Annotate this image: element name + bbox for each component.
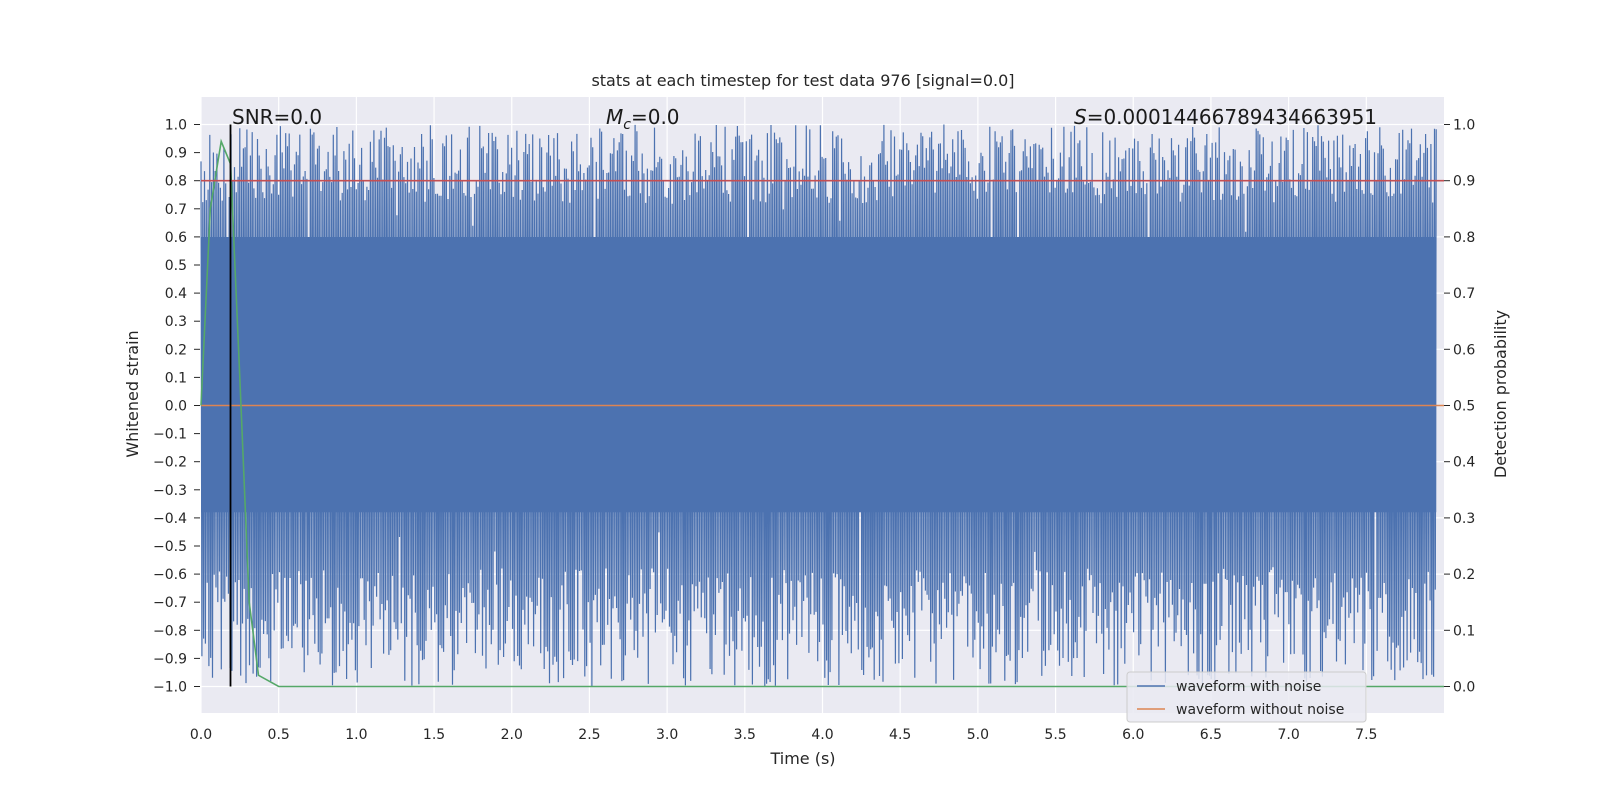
y-tick-label: −0.7 <box>153 595 187 611</box>
y-tick-label: −0.8 <box>153 623 187 639</box>
legend-box <box>1126 671 1367 723</box>
x-tick-label: 3.0 <box>656 727 678 743</box>
noise-series <box>200 124 1437 687</box>
y-tick-label: 0.5 <box>165 258 187 274</box>
y2-tick-label: 0.5 <box>1453 399 1475 415</box>
y-tick-label: −0.1 <box>153 427 187 443</box>
y-tick-label: −0.3 <box>153 483 187 499</box>
mc-symbol: M <box>606 105 623 129</box>
x-tick-label: 4.0 <box>811 727 833 743</box>
y-tick-label: 0.2 <box>165 342 187 358</box>
y2-tick-label: 0.4 <box>1453 455 1475 471</box>
y-tick-label: 0.7 <box>165 202 187 218</box>
mc-subscript: c <box>623 117 631 133</box>
y-axis-label: Whitened strain <box>123 330 142 457</box>
y2-axis-label: Detection probability <box>1491 310 1510 478</box>
y-tick-label: 0.8 <box>165 174 187 190</box>
legend: waveform with noise waveform without noi… <box>1126 671 1367 723</box>
y2-tick-label: 0.6 <box>1453 342 1475 358</box>
x-tick-label: 6.5 <box>1200 727 1222 743</box>
s-symbol: S <box>1074 105 1087 129</box>
s-annotation: S=0.00014466789434663951 <box>1074 105 1377 129</box>
x-tick-label: 1.5 <box>423 727 445 743</box>
x-tick-label: 3.5 <box>734 727 756 743</box>
mc-annotation: Mc=0.0 <box>606 105 680 133</box>
noise-fill-band <box>201 236 1437 513</box>
x-tick-label: 1.0 <box>345 727 367 743</box>
x-tick-label: 5.0 <box>967 727 989 743</box>
y2-tick-label: 0.8 <box>1453 230 1475 246</box>
y2-tick-label: 0.2 <box>1453 567 1475 583</box>
y-tick-label: −0.4 <box>153 511 187 527</box>
y-tick-label: 0.0 <box>165 399 187 415</box>
y2-tick-label: 0.7 <box>1453 286 1475 302</box>
tick-labels: 0.0 0.5 1.0 1.5 2.0 2.5 3.0 3.5 4.0 4.5 5.0 5.5 6.0 6… <box>153 118 1475 744</box>
y-tick-label: 0.4 <box>165 286 187 302</box>
mc-value: =0.0 <box>631 105 680 129</box>
y2-tick-label: 1.0 <box>1453 118 1475 134</box>
snr-annotation: SNR=0.0 <box>232 105 322 129</box>
legend-label-noise: waveform with noise <box>1176 679 1321 695</box>
y-tick-label: 0.3 <box>165 314 187 330</box>
legend-label-clean: waveform without noise <box>1176 702 1344 718</box>
y-tick-label: 1.0 <box>165 118 187 134</box>
x-tick-label: 7.0 <box>1277 727 1299 743</box>
y-tick-label: −1.0 <box>153 680 187 696</box>
x-tick-label: 2.0 <box>501 727 523 743</box>
s-value: =0.00014466789434663951 <box>1087 105 1377 129</box>
x-tick-label: 0.0 <box>190 727 212 743</box>
series-detection-probability <box>200 138 1444 688</box>
y2-tick-label: 0.9 <box>1453 174 1475 190</box>
y-tick-label: −0.9 <box>153 651 187 667</box>
x-tick-label: 2.5 <box>578 727 600 743</box>
y-tick-label: 0.1 <box>165 370 187 386</box>
x-tick-label: 6.0 <box>1122 727 1144 743</box>
x-tick-label: 0.5 <box>268 727 290 743</box>
y-tick-label: 0.6 <box>165 230 187 246</box>
y2-tick-label: 0.3 <box>1453 511 1475 527</box>
line-series <box>200 124 1444 688</box>
chart-title: stats at each timestep for test data 976… <box>591 71 1014 90</box>
y-tick-label: −0.2 <box>153 455 187 471</box>
y-tick-label: −0.5 <box>153 539 187 555</box>
x-tick-label: 5.5 <box>1044 727 1066 743</box>
y2-tick-label: 0.1 <box>1453 623 1475 639</box>
y2-tick-label: 0.0 <box>1453 680 1475 696</box>
x-tick-label: 7.5 <box>1355 727 1377 743</box>
y-tick-label: 0.9 <box>165 146 187 162</box>
y-tick-label: −0.6 <box>153 567 187 583</box>
x-axis-label: Time (s) <box>769 749 835 768</box>
x-tick-label: 4.5 <box>889 727 911 743</box>
